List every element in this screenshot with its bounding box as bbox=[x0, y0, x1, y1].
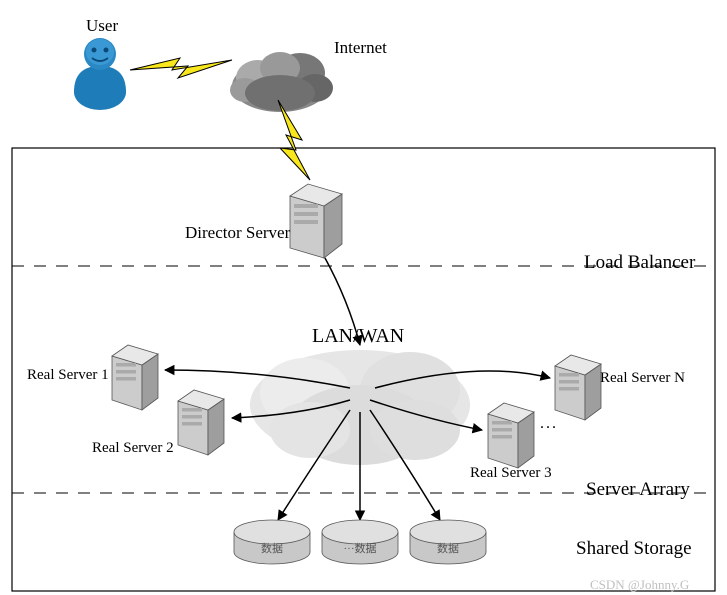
load-balancer-section-label: Load Balancer bbox=[584, 252, 695, 274]
disk-3-icon: 数据 bbox=[410, 520, 486, 564]
disk-1-label: 数据 bbox=[261, 541, 283, 555]
rs2-label: Real Server 2 bbox=[92, 440, 174, 457]
disk-2-label: ···数据 bbox=[344, 541, 377, 555]
real-server-n-icon bbox=[555, 355, 601, 420]
server-array-section-label: Server Arrary bbox=[586, 479, 690, 501]
director-label: Director Server bbox=[185, 223, 290, 243]
watermark-label: CSDN @Johnny.G bbox=[590, 577, 689, 593]
bolt-internet-director-icon bbox=[278, 100, 310, 180]
user-label: User bbox=[86, 16, 118, 36]
network-diagram: 数据 ···数据 数据 bbox=[0, 0, 727, 595]
lanwan-label: LAN/WAN bbox=[312, 325, 404, 348]
disk-3-label: 数据 bbox=[437, 541, 459, 555]
rsn-label: Real Server N bbox=[600, 370, 685, 387]
shared-storage-section-label: Shared Storage bbox=[576, 538, 692, 560]
director-server-icon bbox=[290, 184, 342, 258]
rs1-label: Real Server 1 bbox=[27, 367, 109, 384]
disk-2-icon: ···数据 bbox=[322, 520, 398, 564]
disk-1-icon: 数据 bbox=[234, 520, 310, 564]
internet-cloud-icon bbox=[230, 52, 333, 112]
user-icon bbox=[74, 38, 126, 110]
bolt-user-internet-icon bbox=[130, 58, 232, 78]
real-server-2-icon bbox=[178, 390, 224, 455]
internet-label: Internet bbox=[334, 38, 387, 58]
real-server-1-icon bbox=[112, 345, 158, 410]
real-server-3-icon bbox=[488, 403, 534, 468]
dots-label: ... bbox=[540, 415, 558, 433]
rs3-label: Real Server 3 bbox=[470, 465, 552, 482]
